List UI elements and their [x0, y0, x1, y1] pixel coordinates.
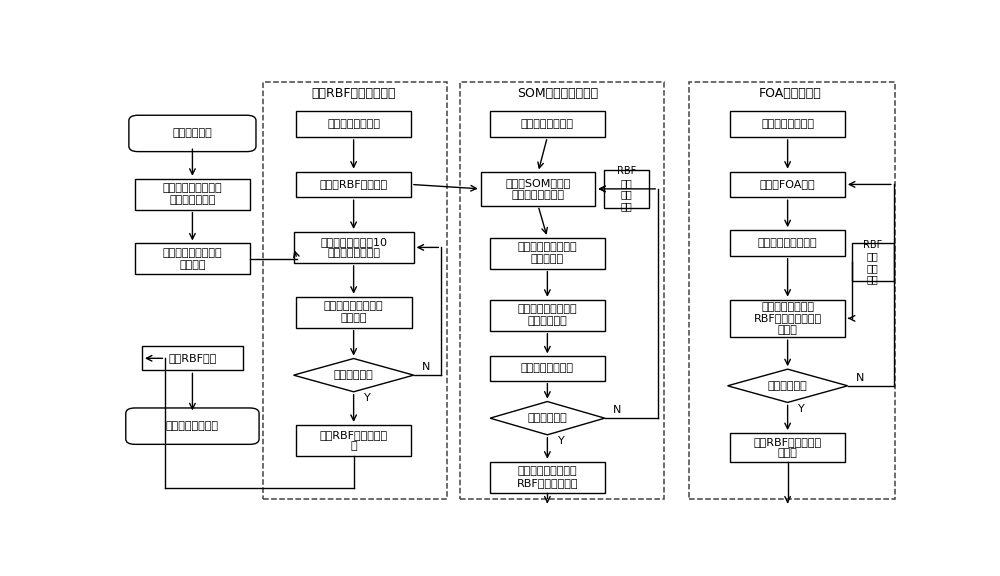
FancyBboxPatch shape — [852, 243, 894, 281]
Text: 确定网络拓扑结构: 确定网络拓扑结构 — [327, 119, 380, 129]
Text: 达到迭代次数: 达到迭代次数 — [768, 381, 808, 391]
FancyBboxPatch shape — [730, 433, 845, 462]
Text: FOA扩展值寻优: FOA扩展值寻优 — [759, 87, 821, 100]
FancyBboxPatch shape — [481, 172, 595, 206]
FancyBboxPatch shape — [730, 230, 845, 256]
FancyBboxPatch shape — [296, 297, 412, 328]
Text: 确定网络拓扑结构: 确定网络拓扑结构 — [761, 119, 814, 129]
Text: 节点个数初始化：10
节点开始等距增加: 节点个数初始化：10 节点开始等距增加 — [320, 237, 387, 258]
FancyBboxPatch shape — [730, 300, 845, 337]
Text: 随机抽取训练样本和
测试样本: 随机抽取训练样本和 测试样本 — [163, 248, 222, 270]
Bar — [263, 82, 447, 499]
Text: 输出网络权值，即为
RBF隐含层中心值: 输出网络权值，即为 RBF隐含层中心值 — [517, 467, 578, 488]
Polygon shape — [294, 358, 414, 392]
Text: Y: Y — [558, 437, 565, 446]
Text: 初始化RBF网络权值: 初始化RBF网络权值 — [320, 180, 388, 190]
FancyBboxPatch shape — [604, 170, 649, 208]
Bar — [460, 82, 664, 499]
FancyBboxPatch shape — [135, 244, 250, 275]
Text: 随机选取固定中心并
计算误差: 随机选取固定中心并 计算误差 — [324, 301, 383, 323]
Text: 得到网络预测模型: 得到网络预测模型 — [166, 421, 219, 431]
Text: 利用味道浓度训练
RBF网络并记录最优
浓度值: 利用味道浓度训练 RBF网络并记录最优 浓度值 — [754, 302, 822, 335]
FancyBboxPatch shape — [142, 346, 243, 370]
FancyBboxPatch shape — [490, 111, 605, 137]
Polygon shape — [728, 369, 848, 403]
FancyBboxPatch shape — [294, 232, 414, 263]
Text: N: N — [613, 405, 621, 415]
Text: Y: Y — [798, 404, 805, 414]
Polygon shape — [490, 401, 605, 435]
Text: 获取RBF网络节点个
数: 获取RBF网络节点个 数 — [320, 430, 388, 451]
Text: RBF
网络
训练
样本: RBF 网络 训练 样本 — [863, 240, 883, 285]
Text: 初始化SOM网络权
值、学习率及邻域: 初始化SOM网络权 值、学习率及邻域 — [505, 178, 571, 200]
Text: 输出RBF网络扩展值
和权值: 输出RBF网络扩展值 和权值 — [754, 437, 822, 458]
Text: 更新学习率及邻域: 更新学习率及邻域 — [521, 363, 574, 373]
FancyBboxPatch shape — [129, 115, 256, 151]
Text: N: N — [422, 362, 430, 372]
Text: 修正神经元权值及邻
域神经元权值: 修正神经元权值及邻 域神经元权值 — [518, 305, 577, 326]
FancyBboxPatch shape — [490, 461, 605, 492]
Text: 实验获取数据: 实验获取数据 — [173, 128, 212, 138]
Text: SOM网络确定中心值: SOM网络确定中心值 — [517, 87, 598, 100]
FancyBboxPatch shape — [126, 408, 259, 444]
Text: 初始RBF确定节点个数: 初始RBF确定节点个数 — [311, 87, 396, 100]
FancyBboxPatch shape — [490, 238, 605, 269]
FancyBboxPatch shape — [730, 111, 845, 137]
Text: N: N — [856, 373, 864, 383]
FancyBboxPatch shape — [135, 179, 250, 210]
Text: 满足结束要求: 满足结束要求 — [528, 413, 567, 423]
Text: 初始化FOA网络: 初始化FOA网络 — [760, 180, 815, 190]
FancyBboxPatch shape — [296, 172, 411, 198]
FancyBboxPatch shape — [490, 300, 605, 331]
Text: Y: Y — [364, 393, 371, 403]
Text: 确定网络拓扑结构: 确定网络拓扑结构 — [521, 119, 574, 129]
FancyBboxPatch shape — [490, 357, 605, 381]
FancyBboxPatch shape — [296, 425, 411, 456]
Text: RBF
网络
训练
样本: RBF 网络 训练 样本 — [617, 166, 636, 211]
Text: 计算距离及味道浓度: 计算距离及味道浓度 — [758, 238, 817, 248]
FancyBboxPatch shape — [296, 111, 411, 137]
Text: 计算欧式距离并选取
获胜神经元: 计算欧式距离并选取 获胜神经元 — [518, 242, 577, 264]
Text: 划分输入输出矩阵并
进行数据预处理: 划分输入输出矩阵并 进行数据预处理 — [163, 183, 222, 205]
FancyBboxPatch shape — [730, 172, 845, 198]
Text: 建立RBF网络: 建立RBF网络 — [168, 353, 217, 363]
Text: 满足误差精度: 满足误差精度 — [334, 370, 374, 380]
Bar — [689, 82, 895, 499]
